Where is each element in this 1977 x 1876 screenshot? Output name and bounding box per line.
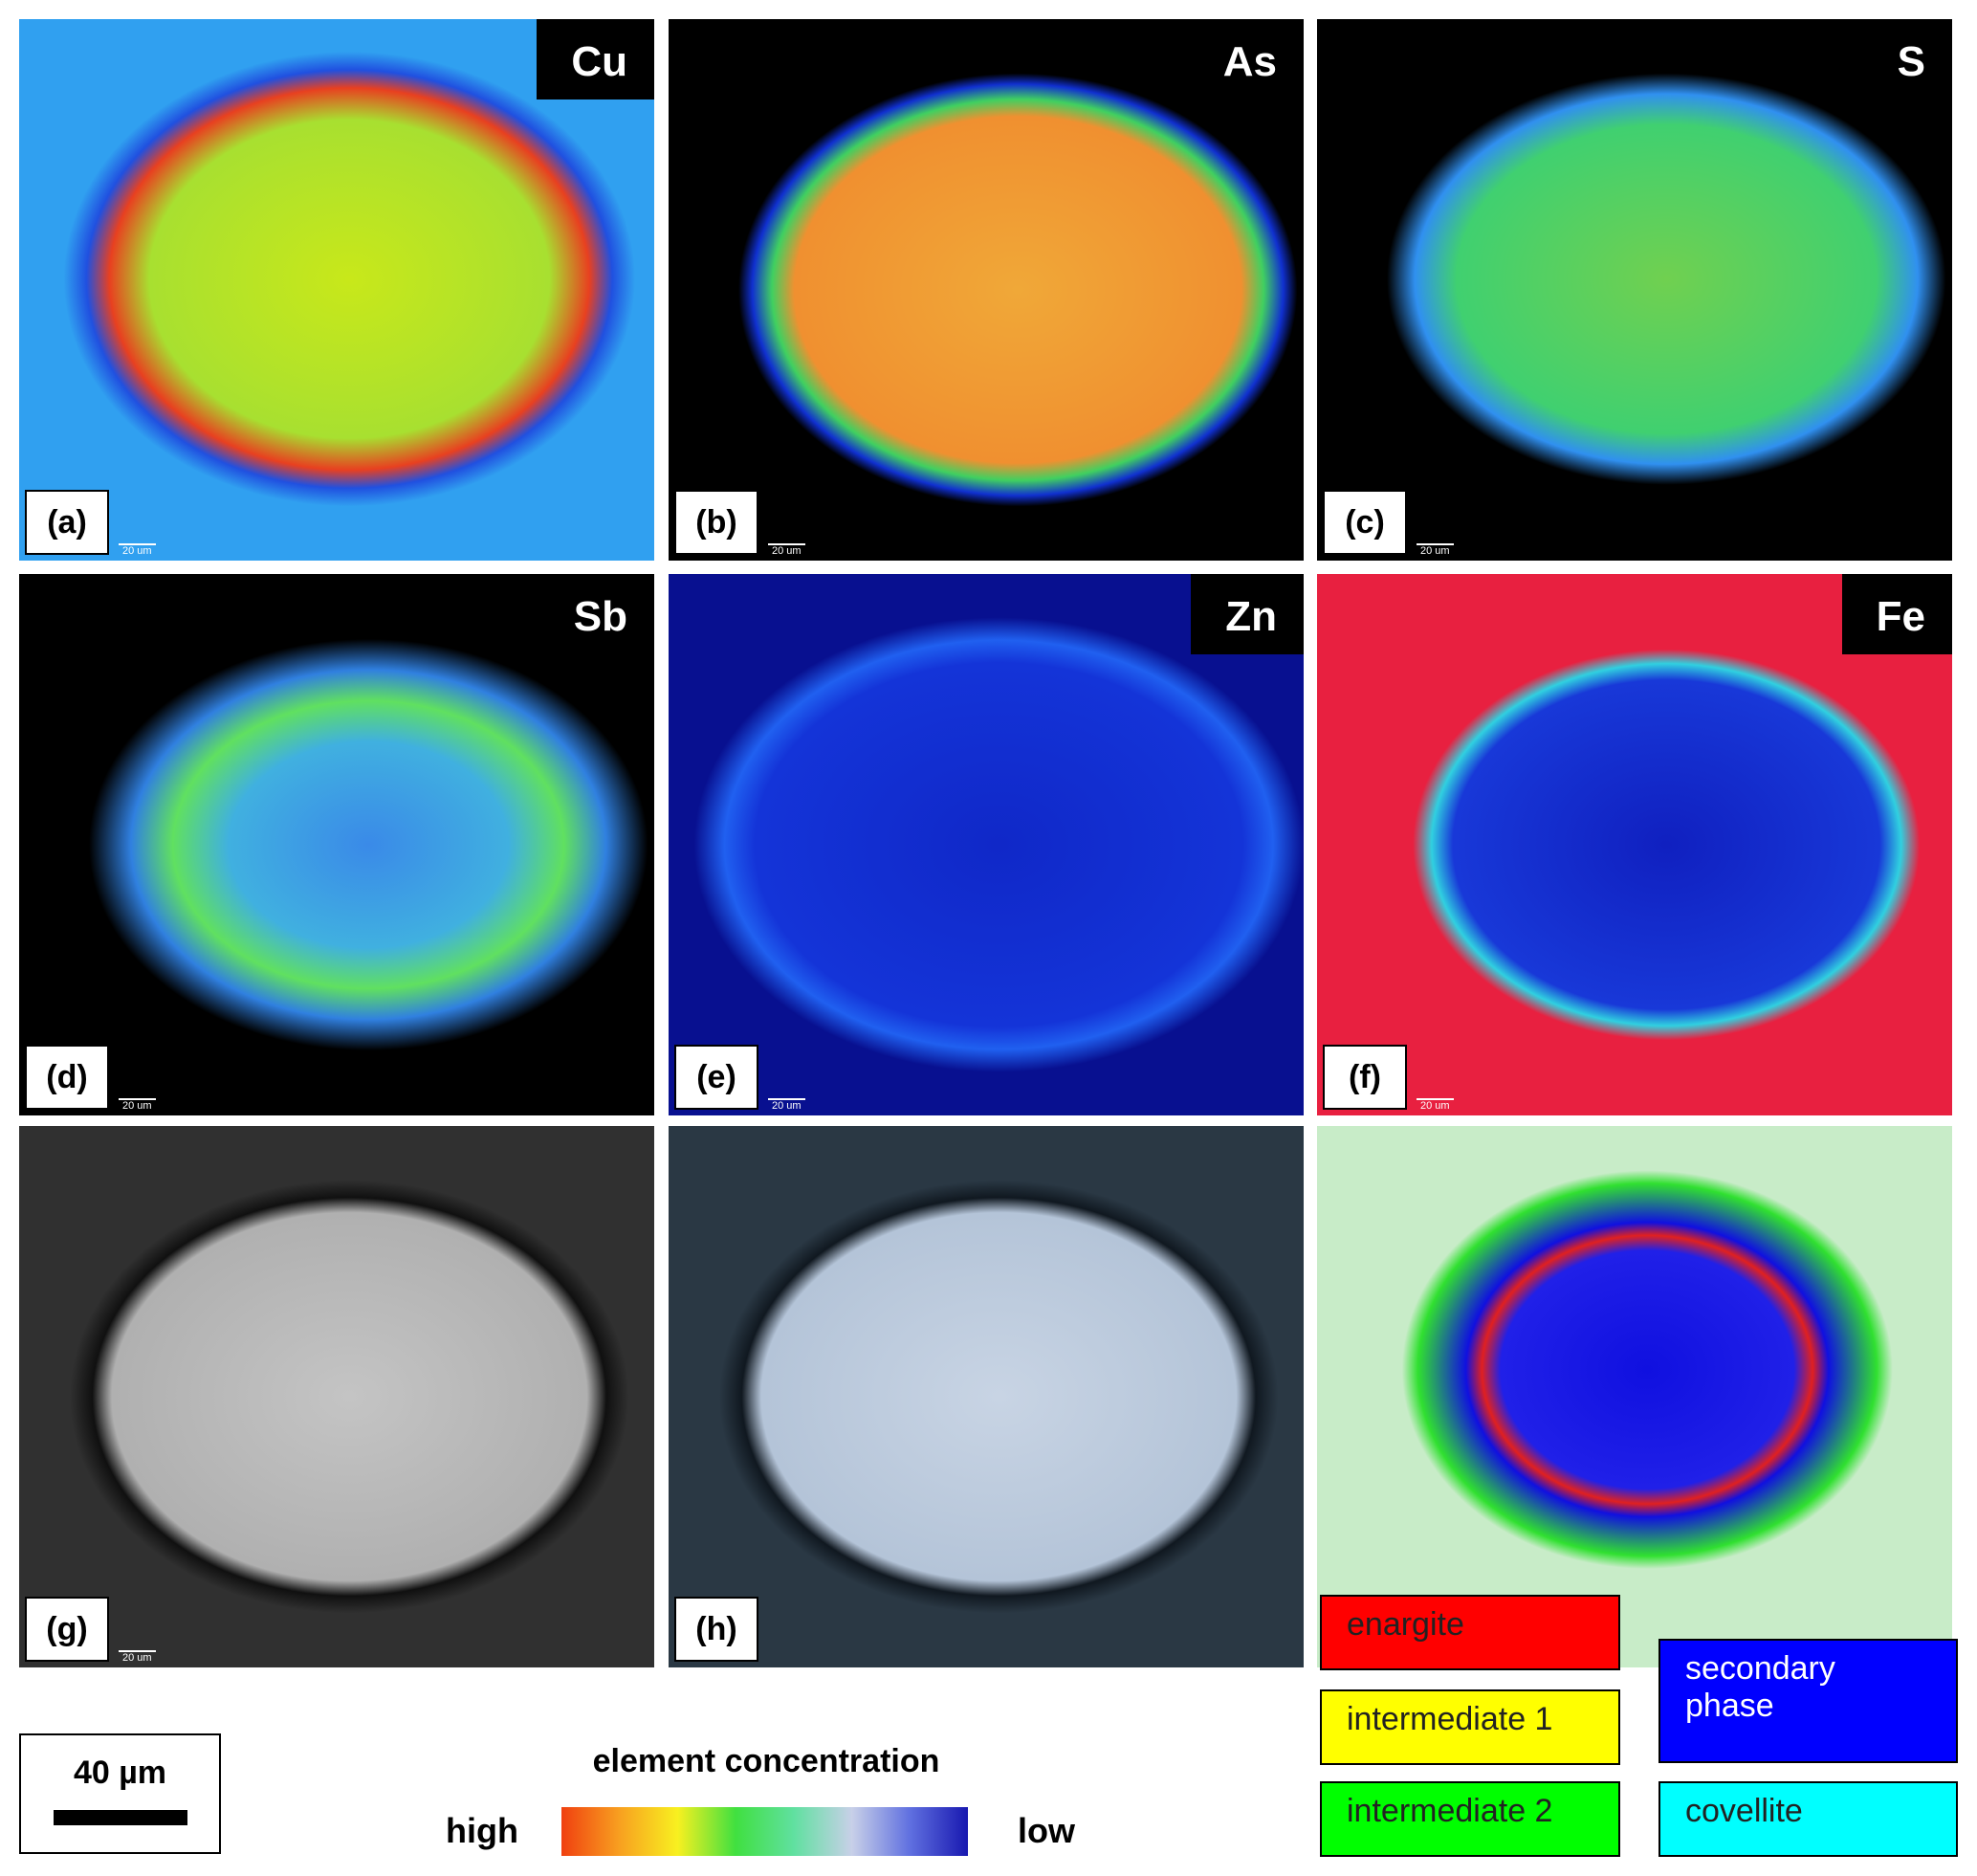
scale-bar-label: 20 um: [1417, 1098, 1454, 1112]
scale-bar-label: 20 um: [768, 1098, 805, 1112]
element-label: Zn: [1191, 574, 1304, 654]
panel-letter: (h): [674, 1597, 758, 1662]
scale-bar-label: 20 um: [1417, 543, 1454, 557]
element-label: As: [1188, 19, 1304, 99]
panel-letter: (b): [674, 490, 758, 555]
panel-letter: (c): [1323, 490, 1407, 555]
panel-letter: (a): [25, 490, 109, 555]
panel-letter: (d): [25, 1045, 109, 1110]
image-panel: S 20 um (c): [1317, 19, 1952, 561]
scale-label: 40 µm: [73, 1755, 167, 1791]
element-label: S: [1862, 19, 1952, 99]
scale-bar-label: 20 um: [119, 543, 156, 557]
image-panel: (h): [669, 1126, 1304, 1667]
colorbar-low: low: [1018, 1811, 1075, 1850]
panel-letter: (e): [674, 1045, 758, 1110]
element-label: Sb: [538, 574, 654, 654]
scale-bar-label: 20 um: [119, 1650, 156, 1664]
scale-bar: [54, 1810, 187, 1825]
panel-letter: (f): [1323, 1045, 1407, 1110]
phase-swatch: intermediate 1: [1320, 1689, 1620, 1765]
scale-box: 40 µm: [19, 1733, 221, 1854]
scale-bar-label: 20 um: [119, 1098, 156, 1112]
phase-swatch: secondary phase: [1658, 1639, 1958, 1763]
image-panel: (i): [1317, 1126, 1952, 1667]
colorbar-high: high: [446, 1811, 518, 1850]
phase-swatch: intermediate 2: [1320, 1781, 1620, 1857]
colorbar-title: element concentration: [592, 1743, 940, 1779]
phase-swatch: covellite: [1658, 1781, 1958, 1857]
phase-swatch: enargite: [1320, 1595, 1620, 1670]
panel-letter: (g): [25, 1597, 109, 1662]
image-panel: 20 um (g): [19, 1126, 654, 1667]
image-panel: Zn 20 um (e): [669, 574, 1304, 1115]
colorbar: [561, 1807, 968, 1856]
scale-bar-label: 20 um: [768, 543, 805, 557]
image-panel: Cu 20 um (a): [19, 19, 654, 561]
image-panel: Fe 20 um (f): [1317, 574, 1952, 1115]
element-label: Cu: [537, 19, 654, 99]
image-panel: Sb 20 um (d): [19, 574, 654, 1115]
image-panel: As 20 um (b): [669, 19, 1304, 561]
element-label: Fe: [1841, 574, 1952, 654]
